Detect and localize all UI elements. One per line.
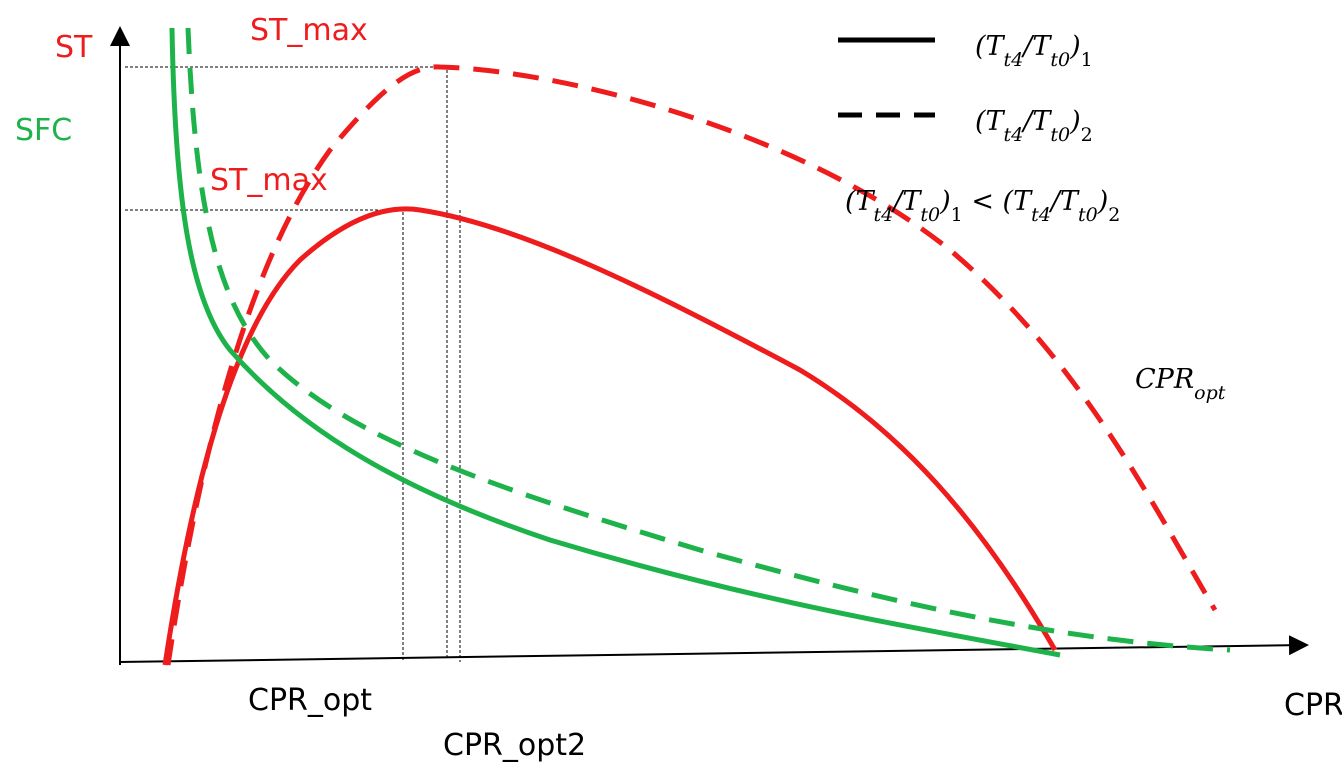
guide-line: [125, 209, 404, 662]
text-part: (T: [975, 106, 1006, 137]
text-part: (T: [975, 31, 1006, 62]
y-label: SFC: [15, 113, 72, 148]
subscript: t0: [1078, 204, 1098, 226]
text-part: /T: [1048, 186, 1080, 217]
annotation: ST_max: [250, 13, 368, 48]
subscript: 1: [1081, 49, 1093, 71]
subscript: t4: [874, 204, 894, 226]
y-label: ST: [55, 30, 93, 65]
subscript: t0: [1050, 124, 1070, 146]
st-curve-1: [162, 206, 1058, 666]
text-part: /T: [1020, 106, 1052, 137]
x-label: CPR: [1284, 688, 1342, 723]
subscript: opt: [1194, 382, 1226, 404]
subscript: t4: [1031, 204, 1051, 226]
cpr-opt-math: CPRopt: [1135, 364, 1226, 404]
annotation: ST_max: [210, 163, 328, 198]
subscript: t0: [920, 204, 940, 226]
text-part: ): [1069, 106, 1081, 137]
subscript: t4: [1004, 124, 1024, 146]
guide-line: [125, 66, 448, 660]
x-axis: [119, 635, 1309, 663]
subscript: 1: [951, 204, 963, 226]
legend-label: (Tt4/Tt0)2: [975, 106, 1093, 146]
subscript: 2: [1081, 124, 1093, 146]
subscript: t4: [1004, 49, 1024, 71]
sfc-curve-2: [185, 27, 1231, 653]
text-part: CPR: [1135, 364, 1194, 395]
text-part: ): [1069, 31, 1081, 62]
text-part: ): [1097, 186, 1109, 217]
annotation: CPR_opt2: [443, 728, 586, 763]
text-part: ): [939, 186, 951, 217]
sfc-curve-1: [169, 27, 1061, 658]
text-part: (T: [845, 186, 876, 217]
relation: (Tt4/Tt0)1 < (Tt4/Tt0)2: [845, 186, 1120, 226]
subscript: 2: [1108, 204, 1120, 226]
text-part: < (T: [963, 186, 1033, 217]
text-part: /T: [1020, 31, 1052, 62]
st-curve-2: [165, 64, 1218, 666]
legend-label: (Tt4/Tt0)1: [975, 31, 1093, 71]
subscript: t0: [1050, 49, 1070, 71]
text-part: /T: [890, 186, 922, 217]
annotation: CPR_opt: [248, 683, 372, 718]
